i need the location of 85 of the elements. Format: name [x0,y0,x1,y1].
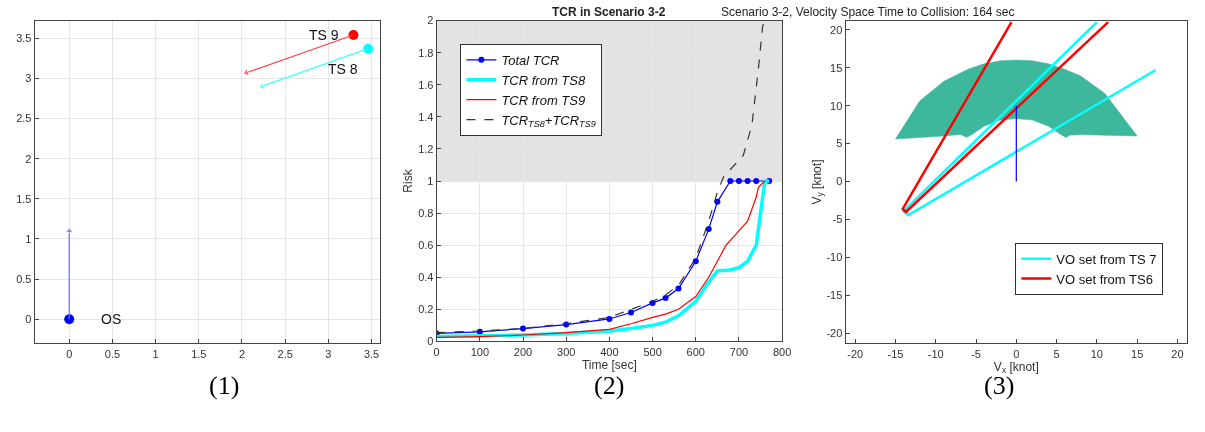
x-tick-label: -10 [927,347,944,360]
line-series [902,20,1157,217]
x-tick-label: -20 [847,347,864,360]
y-tick-label: -10 [826,251,843,264]
x-tick-label: 10 [1090,347,1103,360]
y-tick-label: 1.6 [418,78,434,91]
y-tick-label: -15 [826,289,843,302]
point [662,295,669,302]
point [348,30,359,41]
point [753,178,760,184]
x-tick-label: 2.5 [277,347,293,360]
y-tick-label: 2 [427,14,434,27]
chart-title: TCR in Scenario 3-2 [552,5,666,19]
legend-label: VO set from TS6 [1056,271,1153,287]
x-tick-label: 0 [1013,347,1020,360]
point [64,314,75,325]
point [520,325,527,332]
y-tick-label: 10 [830,99,843,112]
chart-title: Scenario 3-2, Velocity Space Time to Collision: 164 sec [721,5,1015,19]
point [606,315,613,322]
point [705,226,712,233]
y-axis-title: Risk [401,168,416,193]
text: (2) [594,371,625,400]
point [628,309,634,316]
y-tick-label: 1.4 [418,110,434,123]
y-tick-label: 5 [836,137,843,150]
series-label: TS 9 [309,27,339,43]
y-tick-label: 2 [25,152,32,165]
x-axis-title: V$_{x}$ [knot] [993,359,1039,376]
point [735,178,742,184]
legend-label: TCR$_{TS8}$+TCR$_{TS9}$ [501,112,596,130]
y-tick-label: 2.5 [16,112,32,125]
x-tick-label: 300 [557,345,576,358]
legend-label: TCR from TS9 [501,92,586,108]
y-tick-label: 0.5 [16,272,32,285]
y-tick-label: 0 [427,335,434,348]
y-tick-label: 0.8 [418,206,434,219]
x-tick-label: 0 [66,347,73,360]
x-tick-label: 1 [152,347,159,360]
point [727,178,734,184]
y-tick-label: 3 [25,72,32,85]
point [714,198,721,205]
y-tick-label: 0 [836,175,843,188]
x-tick-label: 600 [686,345,705,358]
x-tick-label: 700 [729,345,749,358]
y-tick-label: -20 [826,327,843,340]
legend-label: Total TCR [501,52,560,68]
x-tick-label: 100 [470,345,490,358]
x-tick-label: 800 [772,345,792,358]
y-tick-label: 0 [25,313,32,326]
x-tick-label: 5 [1053,347,1060,360]
point [744,178,751,184]
y-tick-label: 0.4 [418,271,434,284]
y-tick-label: 1 [427,174,434,187]
x-tick-label: 1.5 [191,347,207,360]
y-tick-label: 20 [830,23,843,36]
x-tick-label: 3 [325,347,332,360]
text: (1) [209,371,240,400]
y-tick-label: 0.2 [418,303,434,316]
x-tick-label: 2 [238,347,246,360]
y-tick-label: 1.2 [418,142,434,155]
x-tick-label: -15 [887,347,904,360]
x-tick-label: 400 [600,345,619,358]
y-tick-label: 1 [25,232,32,245]
y-tick-label: 15 [830,61,843,74]
x-tick-label: 500 [643,345,662,358]
y-tick-label: 3.5 [16,32,32,45]
x-tick-label: 200 [513,345,533,358]
series-label: OS [101,311,122,327]
y-tick-label: 0.6 [418,239,434,252]
y-tick-label: 1.5 [16,192,32,205]
y-tick-label: -5 [832,213,843,226]
point [692,258,699,265]
point [675,285,682,292]
point [363,43,374,54]
x-tick-label: 15 [1131,347,1144,360]
series-label: TS 8 [328,61,358,77]
x-tick-label: 20 [1171,347,1184,360]
x-tick-label: 0.5 [104,347,121,360]
x-tick-label: -5 [971,347,981,360]
x-axis-title: Time [sec] [581,357,637,372]
y-tick-label: 1.8 [418,46,434,59]
x-tick-label: 3.5 [363,347,380,360]
legend-label: TCR from TS8 [501,72,586,88]
legend-label: VO set from TS 7 [1056,251,1157,267]
